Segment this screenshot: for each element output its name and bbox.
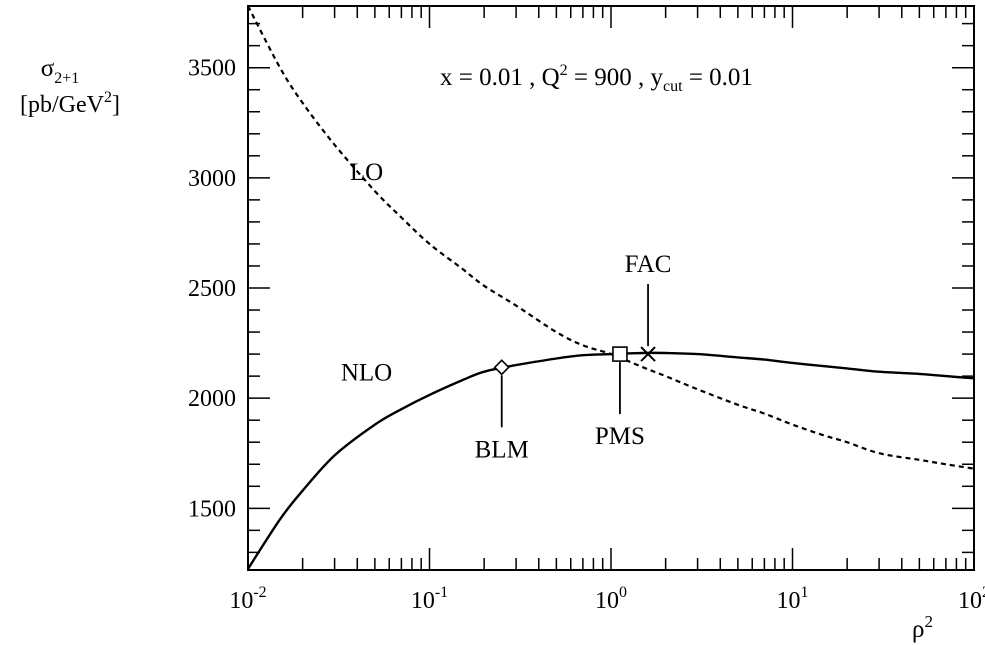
marker-pms: PMS [595, 346, 645, 450]
marker-label: BLM [475, 436, 529, 463]
curve-label-nlo: NLO [341, 360, 392, 387]
diamond-symbol [493, 359, 510, 376]
x-tick-label: 101 [777, 584, 809, 614]
x-tick-label: 10-2 [229, 584, 266, 614]
marker-blm: BLM [475, 359, 529, 463]
x-tick-exponent: 0 [619, 584, 627, 601]
y-axis-symbol: σ2+1 [41, 55, 80, 87]
marker-label: FAC [625, 251, 672, 278]
axis-ticks [248, 6, 974, 570]
x-tick-base: 10 [777, 588, 801, 614]
y-tick-label: 3500 [188, 56, 236, 82]
y-tick-label: 2000 [188, 386, 236, 412]
x-tick-exponent: -2 [253, 584, 266, 601]
y-tick-label: 2500 [188, 276, 236, 302]
curves [246, 5, 975, 570]
markers: BLM PMS FAC [475, 251, 672, 463]
series-nlo-line [246, 351, 975, 570]
y-tick-label: 3000 [188, 166, 236, 192]
x-tick-base: 10 [411, 588, 435, 614]
x-tick-base: 10 [595, 588, 619, 614]
cross-symbol-stroke [640, 346, 656, 362]
x-tick-label: 100 [595, 584, 627, 614]
y-axis-unit: [pb/GeV2] [20, 89, 120, 118]
curve-labels: LO NLO [341, 159, 392, 386]
x-tick-label: 102 [958, 584, 985, 614]
marker-label: PMS [595, 423, 645, 450]
x-tick-base: 10 [958, 588, 982, 614]
curve-label-lo: LO [350, 159, 383, 186]
square-symbol [612, 346, 628, 362]
x-tick-exponent: 2 [982, 584, 985, 601]
x-axis-label: ρ2 [912, 612, 933, 643]
x-tick-label: 10-1 [411, 584, 448, 614]
x-tick-exponent: -1 [435, 584, 448, 601]
y-tick-label: 1500 [188, 496, 236, 522]
x-tick-base: 10 [229, 588, 253, 614]
x-tick-exponent: 1 [801, 584, 809, 601]
parameter-annotation: x = 0.01 , Q2 = 900 , ycut = 0.01 [440, 62, 753, 95]
marker-fac: FAC [625, 251, 672, 362]
